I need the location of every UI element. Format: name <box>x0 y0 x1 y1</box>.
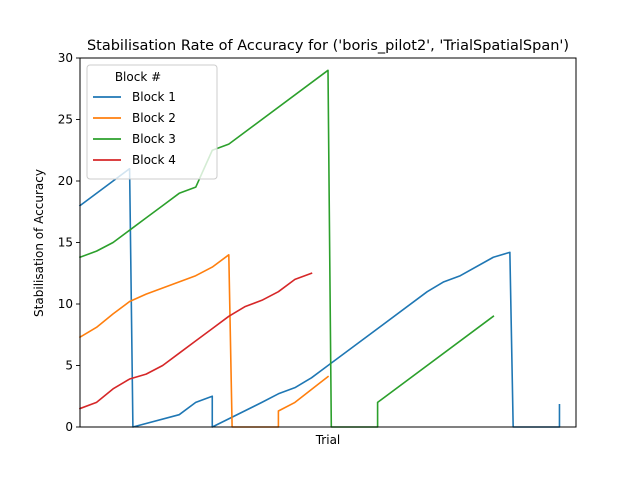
y-axis-label: Stabilisation of Accuracy <box>32 169 46 317</box>
chart-title: Stabilisation Rate of Accuracy for ('bor… <box>87 38 569 54</box>
y-axis-ticks: 0 5 10 15 20 25 30 <box>58 51 80 434</box>
legend-label-block-3: Block 3 <box>132 132 176 146</box>
y-tick-label: 10 <box>58 297 73 311</box>
legend: Block # Block 1 Block 2 Block 3 Block 4 <box>86 64 218 180</box>
series-line-block-1 <box>78 167 561 428</box>
legend-entries: Block 1 Block 2 Block 3 Block 4 <box>93 90 176 167</box>
series-line-block-2 <box>78 254 330 428</box>
legend-label-block-4: Block 4 <box>132 153 176 167</box>
legend-box <box>86 64 218 180</box>
x-axis-label: Trial <box>315 433 341 447</box>
y-tick-label: 0 <box>65 420 73 434</box>
y-tick-label: 5 <box>65 359 73 373</box>
legend-title: Block # <box>115 70 161 84</box>
y-tick-label: 15 <box>58 236 73 250</box>
y-tick-label: 20 <box>58 174 73 188</box>
series-line-block-4 <box>78 272 313 410</box>
legend-label-block-2: Block 2 <box>132 111 176 125</box>
y-tick-label: 25 <box>58 113 73 127</box>
y-tick-label: 30 <box>58 51 73 65</box>
legend-label-block-1: Block 1 <box>132 90 176 104</box>
